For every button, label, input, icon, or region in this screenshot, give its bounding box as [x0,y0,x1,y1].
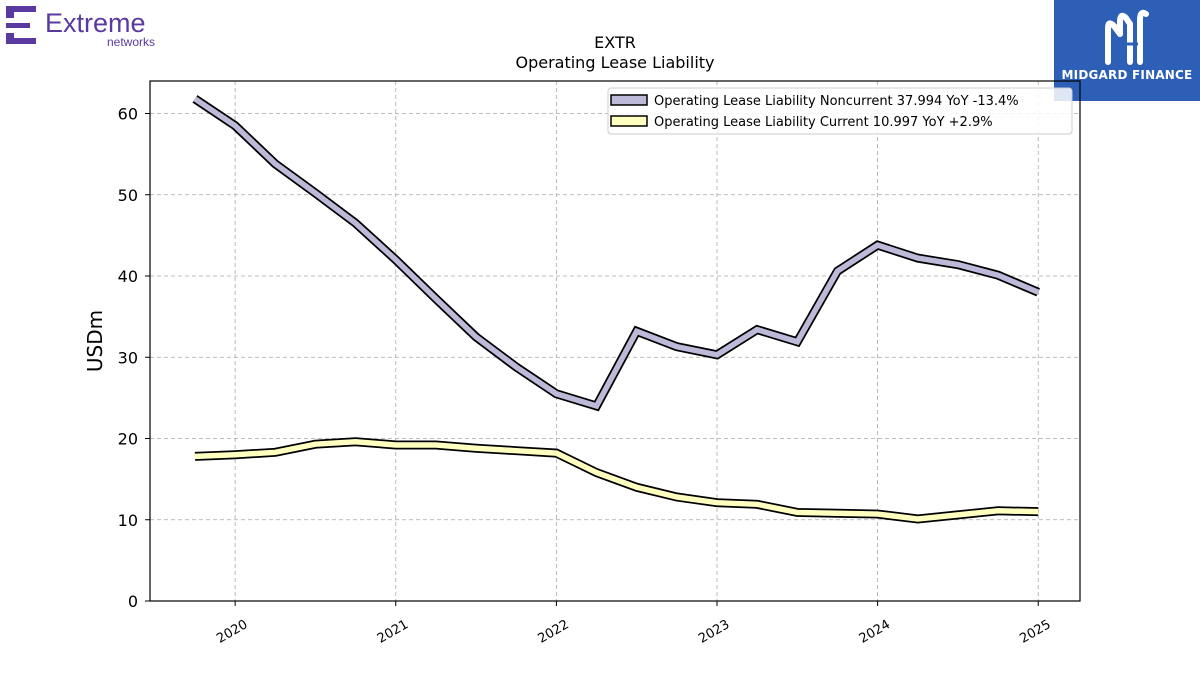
x-tick-label: 2022 [536,617,572,647]
x-tick-label: 2023 [696,617,732,647]
series-line-outline [192,95,1040,412]
x-tick-label: 2020 [214,617,250,647]
y-axis-label: USDm [83,310,107,372]
series-lines [192,95,1040,524]
y-tick-label: 20 [118,430,138,449]
legend-swatch [610,94,648,106]
legend-label: Operating Lease Liability Current 10.997… [654,115,993,130]
chart-title: EXTR [594,33,636,52]
legend-swatch [610,115,648,127]
x-axis: 2020 2021 2022 2023 2024 2025 [214,601,1054,647]
brand-name: MIDGARD FINANCE [1061,68,1193,82]
y-tick-label: 40 [118,267,138,286]
logo-wordmark: Extreme [45,8,146,38]
series-line [193,96,1040,410]
y-tick-label: 60 [118,105,138,124]
chart-subtitle: Operating Lease Liability [515,53,714,72]
grid-lines [150,81,1080,602]
y-tick-label: 30 [118,348,138,367]
y-tick-label: 50 [118,186,138,205]
legend-box [607,87,1073,135]
extreme-networks-logo: Extreme networks [6,6,155,48]
legend-label: Operating Lease Liability Noncurrent 37.… [654,94,1019,109]
midgard-finance-badge: MIDGARD FINANCE [1054,0,1200,101]
series-line [194,438,1039,522]
midgard-m-icon [1105,9,1149,65]
x-tick-label: 2024 [857,617,893,647]
x-tick-label: 2025 [1017,617,1053,647]
legend: Operating Lease Liability Noncurrent 37.… [607,87,1073,135]
x-tick-label: 2021 [375,617,411,647]
y-axis: 0 10 20 30 40 50 60 [118,105,150,611]
plot-frame [149,80,1081,602]
y-tick-label: 10 [118,511,138,530]
y-tick-label: 0 [128,592,138,611]
extreme-e-icon [6,6,36,44]
logo-subtext: networks [107,35,155,48]
